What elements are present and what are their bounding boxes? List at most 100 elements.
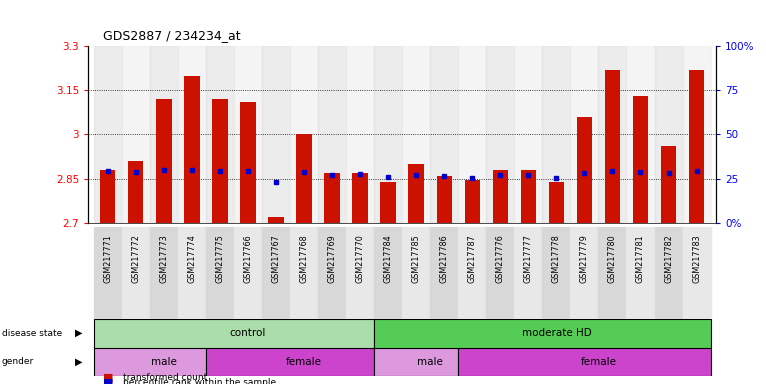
Bar xyxy=(633,96,648,223)
Bar xyxy=(212,99,228,223)
Bar xyxy=(430,46,458,223)
Bar xyxy=(486,46,514,223)
Text: female: female xyxy=(286,357,322,367)
Text: GSM217766: GSM217766 xyxy=(244,234,253,283)
Bar xyxy=(661,146,676,223)
Text: GSM217777: GSM217777 xyxy=(524,234,533,283)
Bar xyxy=(150,227,178,319)
Text: GSM217775: GSM217775 xyxy=(215,234,224,283)
Text: GSM217776: GSM217776 xyxy=(496,234,505,283)
Bar xyxy=(93,46,122,223)
Text: GSM217787: GSM217787 xyxy=(468,234,476,283)
Text: GSM217783: GSM217783 xyxy=(692,234,701,283)
Bar xyxy=(542,46,571,223)
Bar xyxy=(381,182,396,223)
Bar xyxy=(374,348,458,376)
Text: GSM217767: GSM217767 xyxy=(271,234,280,283)
Text: GSM217768: GSM217768 xyxy=(300,234,309,283)
Bar xyxy=(464,180,480,223)
Bar xyxy=(408,164,424,223)
Bar xyxy=(683,46,711,223)
Bar xyxy=(346,227,374,319)
Text: ■: ■ xyxy=(103,373,114,383)
Bar xyxy=(93,348,206,376)
Bar xyxy=(93,319,374,348)
Text: GSM217785: GSM217785 xyxy=(411,234,421,283)
Text: GSM217784: GSM217784 xyxy=(384,234,393,283)
Text: male: male xyxy=(151,357,177,367)
Bar xyxy=(486,227,514,319)
Text: GSM217772: GSM217772 xyxy=(131,234,140,283)
Bar xyxy=(683,227,711,319)
Bar xyxy=(296,134,312,223)
Bar xyxy=(234,46,262,223)
Bar xyxy=(290,227,318,319)
Bar xyxy=(458,227,486,319)
Bar xyxy=(184,76,200,223)
Text: GDS2887 / 234234_at: GDS2887 / 234234_at xyxy=(103,29,241,42)
Bar xyxy=(458,46,486,223)
Text: moderate HD: moderate HD xyxy=(522,328,591,338)
Bar xyxy=(577,117,592,223)
Bar xyxy=(571,227,598,319)
Bar xyxy=(402,46,430,223)
Text: GSM217774: GSM217774 xyxy=(188,234,196,283)
Text: GSM217780: GSM217780 xyxy=(608,234,617,283)
Bar xyxy=(514,46,542,223)
Bar xyxy=(689,70,704,223)
Text: disease state: disease state xyxy=(2,329,62,338)
Bar xyxy=(206,348,374,376)
Bar xyxy=(93,227,122,319)
Bar xyxy=(318,46,346,223)
Bar xyxy=(178,227,206,319)
Bar xyxy=(402,227,430,319)
Bar xyxy=(206,46,234,223)
Bar xyxy=(324,173,340,223)
Text: GSM217773: GSM217773 xyxy=(159,234,169,283)
Bar xyxy=(430,227,458,319)
Bar xyxy=(100,170,116,223)
Bar xyxy=(206,227,234,319)
Text: GSM217781: GSM217781 xyxy=(636,234,645,283)
Text: male: male xyxy=(417,357,443,367)
Bar xyxy=(122,227,150,319)
Bar xyxy=(234,227,262,319)
Bar xyxy=(352,173,368,223)
Text: transformed count: transformed count xyxy=(123,373,207,382)
Bar xyxy=(122,46,150,223)
Bar xyxy=(128,161,143,223)
Text: ■: ■ xyxy=(103,378,114,384)
Text: GSM217771: GSM217771 xyxy=(103,234,112,283)
Bar xyxy=(571,46,598,223)
Bar xyxy=(514,227,542,319)
Text: percentile rank within the sample: percentile rank within the sample xyxy=(123,378,276,384)
Text: GSM217786: GSM217786 xyxy=(440,234,449,283)
Bar xyxy=(627,46,654,223)
Bar xyxy=(290,46,318,223)
Bar xyxy=(521,170,536,223)
Text: ▶: ▶ xyxy=(75,328,83,338)
Bar xyxy=(654,227,683,319)
Bar xyxy=(374,46,402,223)
Text: female: female xyxy=(581,357,617,367)
Bar xyxy=(150,46,178,223)
Bar xyxy=(548,182,564,223)
Text: GSM217779: GSM217779 xyxy=(580,234,589,283)
Bar xyxy=(627,227,654,319)
Text: GSM217770: GSM217770 xyxy=(355,234,365,283)
Bar xyxy=(598,46,627,223)
Text: GSM217778: GSM217778 xyxy=(552,234,561,283)
Bar xyxy=(318,227,346,319)
Bar xyxy=(268,217,283,223)
Bar xyxy=(262,46,290,223)
Bar xyxy=(598,227,627,319)
Bar xyxy=(542,227,571,319)
Text: gender: gender xyxy=(2,358,34,366)
Bar xyxy=(346,46,374,223)
Text: control: control xyxy=(230,328,266,338)
Bar xyxy=(156,99,172,223)
Bar xyxy=(374,319,711,348)
Bar xyxy=(604,70,620,223)
Bar xyxy=(654,46,683,223)
Bar xyxy=(374,227,402,319)
